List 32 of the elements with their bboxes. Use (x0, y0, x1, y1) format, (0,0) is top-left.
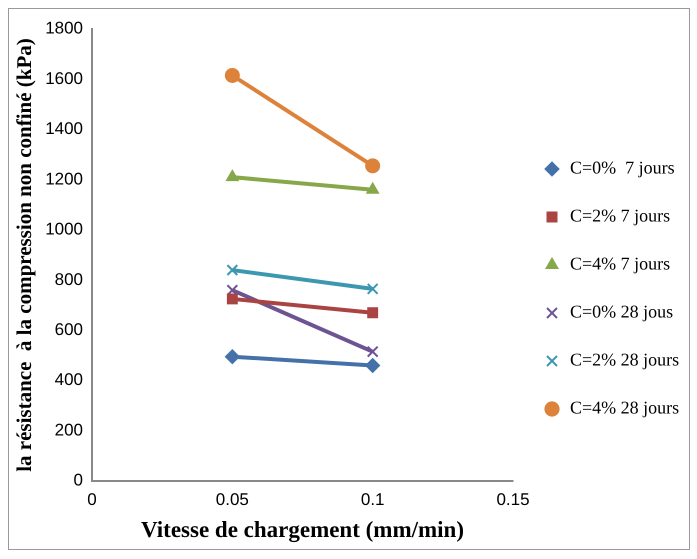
point (224, 68, 240, 83)
point (226, 264, 238, 276)
legend-label: C=2% 7 jours (570, 206, 670, 226)
y-tick-label: 1400 (45, 119, 84, 138)
legend-label: C=4% 28 jours (570, 398, 680, 418)
y-tick-label: 1200 (45, 169, 84, 188)
point (226, 293, 238, 304)
y-tick-label: 0 (74, 470, 84, 490)
y-tick-label: 200 (54, 420, 84, 440)
x-tick-label: 0.1 (360, 490, 384, 509)
y-tick-label: 1800 (45, 18, 84, 38)
y-tick-label: 400 (54, 370, 84, 390)
legend-label: C=0% 28 jous (570, 302, 674, 322)
y-tick-label: 1000 (45, 220, 84, 239)
legend-label: C=0% 7 jours (570, 158, 675, 178)
point (366, 346, 379, 358)
point (365, 358, 380, 373)
y-tick-label: 1600 (45, 68, 84, 88)
legend-label: C=4% 7 jours (570, 254, 670, 274)
y-tick-label: 600 (54, 320, 84, 340)
point (224, 349, 240, 364)
y-axis-title: la résistance à la compression non confiné (kPa) (12, 38, 36, 472)
x-tick-label: 0.15 (496, 490, 530, 509)
point (226, 284, 238, 296)
legend-label: C=2% 28 jours (570, 350, 680, 370)
x-tick-label: 0 (87, 490, 97, 509)
point (366, 282, 379, 295)
x-tick-label: 0.05 (216, 490, 249, 509)
point (365, 158, 380, 174)
y-tick-label: 800 (54, 270, 84, 289)
point (367, 307, 378, 318)
x-axis-title: Vitesse de chargement (mm/min) (141, 517, 464, 544)
